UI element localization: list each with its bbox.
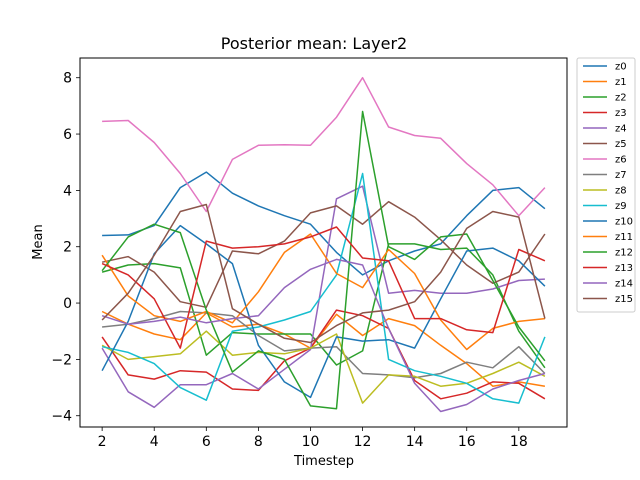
legend-label-z14: z14 — [615, 279, 633, 290]
legend-label-z15: z15 — [615, 294, 633, 305]
legend-label-z9: z9 — [615, 201, 627, 212]
x-tick-label: 2 — [98, 434, 107, 450]
x-axis-ticks: 2 4 6 8 10 12 14 16 18 — [98, 427, 528, 450]
x-tick-label: 16 — [458, 434, 476, 450]
chart-title: Posterior mean: Layer2 — [221, 34, 407, 53]
legend-label-z12: z12 — [615, 248, 633, 259]
x-tick-label: 14 — [406, 434, 424, 450]
series-line-z15 — [101, 203, 546, 344]
legend-label-z3: z3 — [615, 108, 627, 119]
y-tick-label: 8 — [63, 71, 72, 87]
legend-label-z1: z1 — [615, 77, 627, 88]
x-tick-label: 12 — [354, 434, 372, 450]
series-line-z2 — [101, 243, 546, 369]
series-line-z7 — [102, 310, 546, 379]
y-tick-label: −4 — [51, 409, 72, 425]
series-line-z0 — [102, 171, 546, 276]
x-tick-label: 18 — [510, 434, 528, 450]
series-line-z13 — [101, 226, 546, 349]
x-axis-label: Timestep — [293, 454, 354, 469]
y-tick-label: 4 — [63, 183, 72, 199]
legend-label-z4: z4 — [615, 124, 627, 135]
series-line-z6 — [102, 76, 546, 217]
y-axis-ticks: −4 −2 0 2 4 6 8 — [51, 71, 80, 425]
x-tick-label: 8 — [254, 434, 263, 450]
legend-label-z7: z7 — [615, 170, 627, 181]
legend-label-z0: z0 — [615, 62, 627, 73]
y-tick-label: −2 — [51, 352, 72, 368]
series-layer — [101, 76, 546, 413]
series-line-z5 — [101, 200, 546, 309]
x-tick-label: 6 — [202, 434, 211, 450]
legend-label-z5: z5 — [615, 139, 627, 150]
series-line-z14 — [101, 258, 546, 413]
x-tick-label: 4 — [150, 434, 159, 450]
y-tick-label: 6 — [63, 127, 72, 143]
legend-label-z13: z13 — [615, 263, 633, 274]
legend-label-z10: z10 — [615, 217, 633, 228]
series-line-z10 — [101, 224, 546, 399]
series-line-z9 — [101, 172, 546, 404]
x-tick-label: 10 — [302, 434, 320, 450]
series-line-z11 — [101, 233, 545, 351]
legend-label-z2: z2 — [615, 93, 627, 104]
plot-frame — [79, 57, 568, 428]
y-tick-label: 0 — [63, 296, 72, 312]
series-line-z12 — [101, 110, 546, 410]
series-line-z8 — [101, 330, 546, 404]
legend-label-z8: z8 — [615, 186, 627, 197]
y-axis-label: Mean — [31, 224, 46, 259]
legend: z0 z1 z2 z3 z4 z5 z6 z7 z8 z9 z10 z11 z12 z13 z14 z15 — [576, 57, 636, 313]
series-line-z3 — [101, 309, 546, 400]
legend-label-z11: z11 — [615, 232, 633, 243]
series-line-z4 — [101, 185, 545, 409]
legend-frame — [576, 57, 636, 313]
y-tick-label: 2 — [63, 240, 72, 256]
legend-label-z6: z6 — [615, 155, 627, 166]
